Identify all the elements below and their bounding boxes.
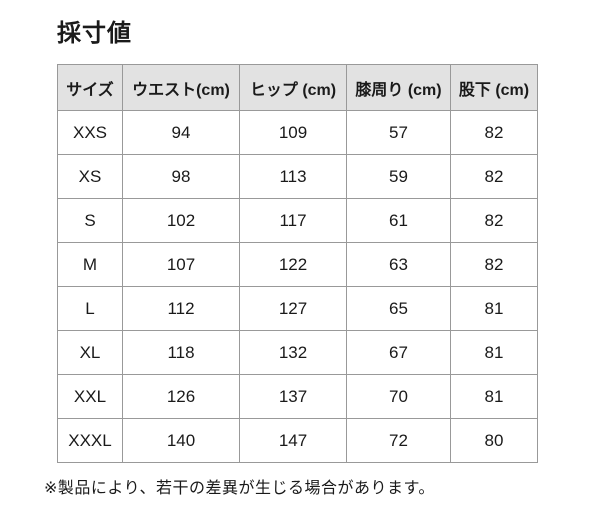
value-cell: 122 <box>239 242 347 287</box>
size-cell: XXXL <box>57 418 123 463</box>
header-cell: 膝周り (cm) <box>346 64 451 111</box>
value-cell: 59 <box>346 154 451 199</box>
value-cell: 147 <box>239 418 347 463</box>
value-cell: 82 <box>450 110 538 155</box>
value-cell: 98 <box>122 154 240 199</box>
size-table: サイズ ウエスト(cm) ヒップ (cm) 膝周り (cm) 股下 (cm) XXS 94… <box>57 64 538 463</box>
value-cell: 127 <box>239 286 347 331</box>
table-row: XXS 94 109 57 82 <box>57 110 538 155</box>
value-cell: 65 <box>346 286 451 331</box>
value-cell: 94 <box>122 110 240 155</box>
value-cell: 70 <box>346 374 451 419</box>
header-cell: 股下 (cm) <box>450 64 538 111</box>
table-row: XS 98 113 59 82 <box>57 154 538 199</box>
table-row: XXL 126 137 70 81 <box>57 374 538 419</box>
header-cell: ウエスト(cm) <box>122 64 240 111</box>
size-table-head: サイズ ウエスト(cm) ヒップ (cm) 膝周り (cm) 股下 (cm) <box>57 64 538 111</box>
size-cell: S <box>57 198 123 243</box>
footnote: ※製品により、若干の差異が生じる場合があります。 <box>44 480 435 497</box>
value-cell: 140 <box>122 418 240 463</box>
size-cell: XXS <box>57 110 123 155</box>
value-cell: 132 <box>239 330 347 375</box>
size-cell: L <box>57 286 123 331</box>
value-cell: 137 <box>239 374 347 419</box>
header-cell: サイズ <box>57 64 123 111</box>
table-row: XXXL 140 147 72 80 <box>57 418 538 463</box>
header-row: サイズ ウエスト(cm) ヒップ (cm) 膝周り (cm) 股下 (cm) <box>57 64 538 111</box>
value-cell: 67 <box>346 330 451 375</box>
value-cell: 107 <box>122 242 240 287</box>
value-cell: 81 <box>450 374 538 419</box>
value-cell: 102 <box>122 198 240 243</box>
value-cell: 113 <box>239 154 347 199</box>
size-cell: XL <box>57 330 123 375</box>
value-cell: 72 <box>346 418 451 463</box>
size-cell: M <box>57 242 123 287</box>
value-cell: 126 <box>122 374 240 419</box>
value-cell: 112 <box>122 286 240 331</box>
table-row: M 107 122 63 82 <box>57 242 538 287</box>
size-cell: XS <box>57 154 123 199</box>
value-cell: 57 <box>346 110 451 155</box>
value-cell: 61 <box>346 198 451 243</box>
value-cell: 82 <box>450 242 538 287</box>
value-cell: 63 <box>346 242 451 287</box>
table-row: XL 118 132 67 81 <box>57 330 538 375</box>
size-table-body: XXS 94 109 57 82 XS 98 113 59 82 S 102 117 61 82 M 107 12… <box>57 110 538 463</box>
value-cell: 81 <box>450 330 538 375</box>
value-cell: 118 <box>122 330 240 375</box>
value-cell: 82 <box>450 154 538 199</box>
value-cell: 81 <box>450 286 538 331</box>
value-cell: 117 <box>239 198 347 243</box>
header-cell: ヒップ (cm) <box>239 64 347 111</box>
value-cell: 109 <box>239 110 347 155</box>
value-cell: 82 <box>450 198 538 243</box>
page-title: 採寸値 <box>57 20 132 47</box>
size-cell: XXL <box>57 374 123 419</box>
table-row: S 102 117 61 82 <box>57 198 538 243</box>
table-row: L 112 127 65 81 <box>57 286 538 331</box>
value-cell: 80 <box>450 418 538 463</box>
